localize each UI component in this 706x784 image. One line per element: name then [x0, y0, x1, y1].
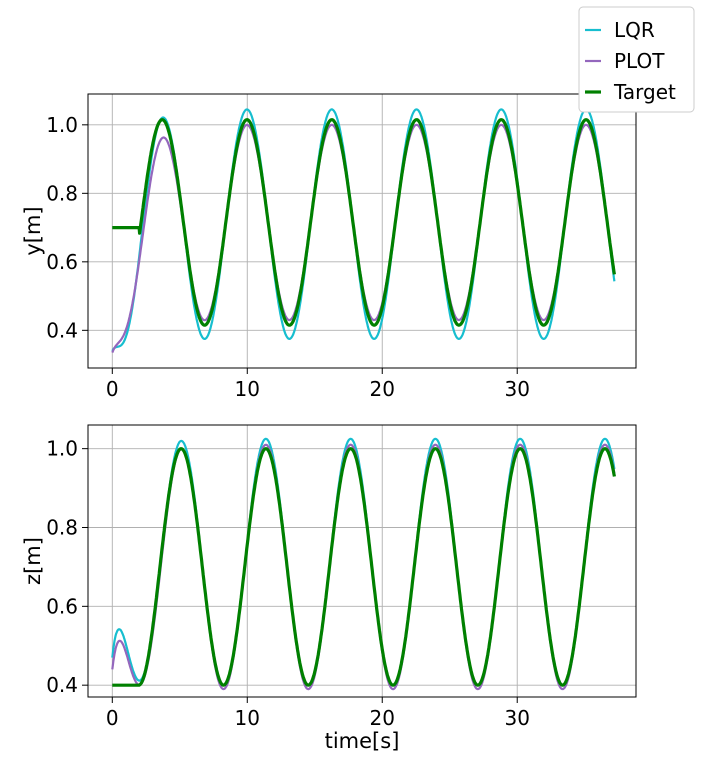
- y-tick-label: 1.0: [46, 437, 78, 461]
- x-tick-label: 30: [504, 706, 529, 730]
- series-target-line: [111, 447, 616, 687]
- plot-frame: [87, 424, 637, 698]
- legend-item-plot: PLOT: [585, 49, 665, 73]
- legend-label-target: Target: [613, 80, 676, 104]
- series-layer: [111, 437, 616, 691]
- legend-item-lqr: LQR: [585, 18, 655, 42]
- series-layer: [111, 108, 616, 354]
- ticks: 0 10 20 30 0.4 0.6 0.8 1.0: [46, 437, 530, 730]
- legend-label-plot: PLOT: [614, 49, 665, 73]
- y-tick-label: 0.8: [46, 181, 78, 205]
- legend-item-target: Target: [585, 80, 676, 104]
- x-tick-label: 0: [106, 377, 119, 401]
- legend-box: [578, 6, 695, 113]
- legend-label-lqr: LQR: [614, 18, 655, 42]
- z-position-plot: 0 10 20 30 0.4 0.6 0.8 1.0 z[m] time[s]: [21, 424, 637, 753]
- y-tick-label: 0.6: [46, 250, 78, 274]
- legend: LQR PLOT Target: [578, 6, 695, 113]
- x-axis-label: time[s]: [325, 729, 400, 753]
- series-plot-line: [111, 443, 616, 691]
- y-tick-label: 0.8: [46, 515, 78, 539]
- y-axis-label: y[m]: [21, 206, 45, 255]
- x-tick-label: 0: [106, 706, 119, 730]
- x-tick-label: 20: [370, 377, 395, 401]
- y-tick-label: 0.6: [46, 594, 78, 618]
- x-tick-label: 10: [235, 377, 260, 401]
- plot-frame: [87, 93, 637, 369]
- y-position-plot: 0 10 20 30 0.4 0.6 0.8 1.0 y[m]: [21, 93, 637, 401]
- x-tick-label: 10: [235, 706, 260, 730]
- y-axis-label: z[m]: [21, 537, 45, 585]
- y-tick-label: 0.4: [46, 673, 78, 697]
- ticks: 0 10 20 30 0.4 0.6 0.8 1.0: [46, 113, 530, 401]
- x-tick-label: 30: [504, 377, 529, 401]
- series-lqr-line: [111, 437, 616, 687]
- x-tick-label: 20: [370, 706, 395, 730]
- y-tick-label: 0.4: [46, 318, 78, 342]
- y-tick-label: 1.0: [46, 113, 78, 137]
- series-target-line: [111, 118, 616, 327]
